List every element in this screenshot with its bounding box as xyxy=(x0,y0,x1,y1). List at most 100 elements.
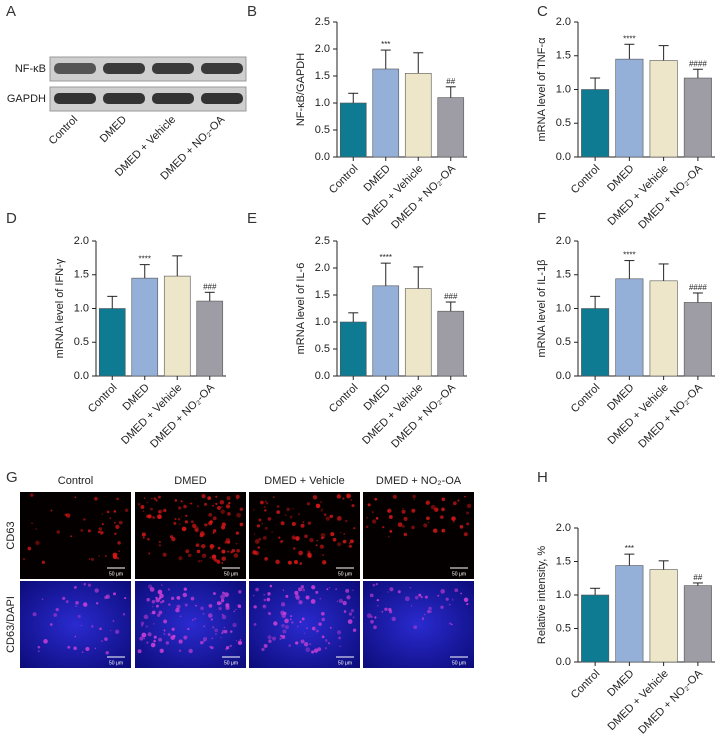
y-tick-label: 2.0 xyxy=(556,235,571,247)
fluorescence-spot xyxy=(67,645,71,649)
fluorescence-spot xyxy=(387,508,392,513)
image-column-label: DMED + Vehicle xyxy=(264,475,344,487)
fluorescence-spot xyxy=(225,504,231,509)
x-tick-label: DMED + NO₂-OA xyxy=(636,381,705,450)
fluorescence-spot xyxy=(413,498,415,501)
fluorescence-spot xyxy=(157,589,163,595)
fluorescence-spot xyxy=(411,525,415,530)
fluorescence-spot xyxy=(466,503,472,509)
fluorescence-spot xyxy=(295,596,300,601)
fluorescence-spot xyxy=(387,591,389,593)
fluorescence-spot xyxy=(309,643,312,646)
blot-row-label: NF-κB xyxy=(15,63,46,75)
fluorescence-spot xyxy=(210,646,214,650)
fluorescence-spot xyxy=(267,592,271,596)
fluorescence-spot xyxy=(207,496,212,501)
fluorescence-spot xyxy=(176,595,181,600)
fluorescence-spot xyxy=(457,499,460,502)
bar xyxy=(683,77,712,158)
fluorescence-spot xyxy=(200,640,204,645)
fluorescence-spot xyxy=(387,535,390,538)
x-tick-label: Control xyxy=(86,382,120,416)
fluorescence-spot xyxy=(352,589,354,591)
fluorescence-spot xyxy=(261,522,263,525)
fluorescence-spot xyxy=(221,632,224,635)
fluorescence-spot xyxy=(264,500,267,502)
fluorescence-spot xyxy=(240,642,242,644)
fluorescence-spot xyxy=(178,506,182,510)
fluorescence-spot xyxy=(219,500,225,505)
fluorescence-spot xyxy=(105,651,109,655)
y-axis-label: mRNA level of IFN-γ xyxy=(54,258,66,358)
fluorescence-spot xyxy=(143,637,146,640)
blot-sample-label: Control xyxy=(47,114,81,148)
fluorescence-spot xyxy=(202,612,205,615)
fluorescence-spot xyxy=(112,552,118,558)
significance-label: #### xyxy=(689,283,707,292)
fluorescence-spot xyxy=(292,507,294,510)
fluorescence-spot xyxy=(322,508,324,510)
fluorescence-spot xyxy=(223,629,228,634)
fluorescence-spot xyxy=(208,604,213,608)
fluorescence-spot xyxy=(98,527,103,531)
fluorescence-spot xyxy=(174,518,177,520)
fluorescence-spot xyxy=(285,625,289,630)
fluorescence-spot xyxy=(221,549,226,554)
fluorescence-spot xyxy=(236,498,239,500)
bar xyxy=(615,278,644,377)
scale-bar-label: 50 μm xyxy=(452,660,466,666)
x-tick-label: DMED xyxy=(121,382,152,413)
fluorescence-spot xyxy=(141,532,146,537)
fluorescence-spot xyxy=(41,560,45,565)
fluorescence-spot xyxy=(367,503,371,507)
fluorescence-spot xyxy=(113,510,117,513)
fluorescence-spot xyxy=(74,496,77,499)
fluorescence-spot xyxy=(345,588,350,593)
fluorescence-spot xyxy=(325,516,330,521)
fluorescence-spot xyxy=(185,514,188,517)
blot-row-label: GAPDH xyxy=(7,93,46,105)
fluorescence-spot xyxy=(282,589,285,591)
fluorescence-spot xyxy=(271,531,273,533)
fluorescence-spot xyxy=(305,595,310,600)
fluorescence-spot xyxy=(300,639,305,644)
fluorescence-spot xyxy=(142,510,145,513)
image-column-label: DMED xyxy=(174,475,206,487)
fluorescence-spot xyxy=(235,542,238,545)
bar xyxy=(372,285,400,377)
y-tick-label: 0.0 xyxy=(315,370,330,382)
fluorescence-spot xyxy=(374,497,378,501)
fluorescence-spot xyxy=(239,522,244,527)
fluorescence-spot xyxy=(281,623,285,628)
fluorescence-spot xyxy=(381,610,384,613)
fluorescence-spot xyxy=(391,616,396,622)
bar xyxy=(437,97,465,158)
fluorescence-spot xyxy=(211,554,217,559)
bar xyxy=(683,302,712,377)
blot-band xyxy=(54,63,96,74)
fluorescence-spot xyxy=(74,635,77,638)
y-axis-label: Relative intensity, % xyxy=(536,546,548,644)
fluorescence-spot xyxy=(212,504,214,507)
x-tick-label: Control xyxy=(327,382,361,416)
fluorescence-spot xyxy=(116,556,120,560)
fluorescence-spot xyxy=(279,637,282,640)
significance-label: ### xyxy=(444,292,458,301)
fluorescence-spot xyxy=(279,634,283,637)
fluorescence-spot xyxy=(320,501,322,504)
fluorescence-spot xyxy=(141,632,147,638)
bar xyxy=(683,585,712,663)
x-tick-label: Control xyxy=(569,163,603,197)
fluorescence-spot xyxy=(22,557,26,561)
bar xyxy=(581,89,610,158)
fluorescence-spot xyxy=(187,553,192,558)
image-column-label: DMED + NO₂-OA xyxy=(376,475,462,487)
fluorescence-spot xyxy=(115,524,120,530)
fluorescence-spot xyxy=(178,649,182,652)
fluorescence-spot xyxy=(195,604,197,607)
fluorescence-spot xyxy=(301,617,305,621)
fluorescence-spot xyxy=(203,637,208,642)
fluorescence-spot xyxy=(260,501,263,503)
fluorescence-spot xyxy=(238,590,242,594)
fluorescence-spot xyxy=(323,536,325,539)
